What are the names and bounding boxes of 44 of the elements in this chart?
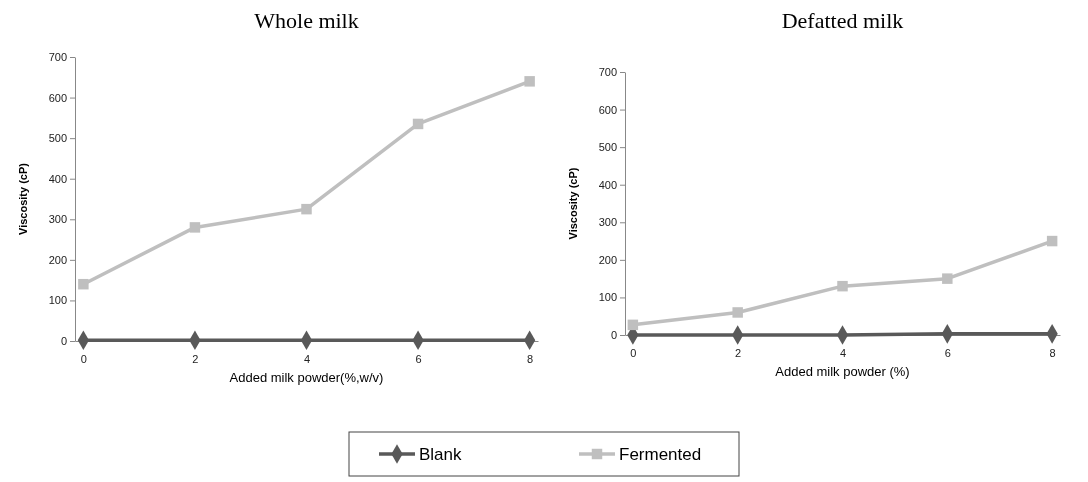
y-tick-label: 300 <box>598 216 617 229</box>
y-tick-label: 600 <box>598 103 617 116</box>
point <box>189 222 201 233</box>
y-tick-label: 600 <box>48 91 67 104</box>
y-tick-label: 100 <box>598 291 617 304</box>
y-tick-label: 500 <box>48 132 67 145</box>
y-tick-label: 400 <box>48 172 67 185</box>
x-tick-label: 8 <box>1049 346 1056 359</box>
point <box>78 278 89 290</box>
y-tick-label: 100 <box>48 294 67 307</box>
legend-label: Fermented <box>619 445 702 464</box>
point <box>412 118 424 130</box>
x-tick-label: 0 <box>630 346 637 359</box>
point <box>1046 235 1058 247</box>
chart-title: Defatted milk <box>781 8 904 33</box>
x-tick-label: 0 <box>80 352 87 365</box>
y-tick-label: 700 <box>598 66 617 79</box>
y-tick-label: 200 <box>48 253 67 266</box>
point <box>942 273 953 284</box>
y-tick-label: 700 <box>48 51 67 64</box>
x-tick-label: 4 <box>303 352 311 365</box>
y-tick-label: 300 <box>48 213 67 226</box>
y-axis-title: Viscosity (cP) <box>567 167 579 240</box>
point <box>627 319 639 331</box>
x-tick-label: 8 <box>527 352 534 365</box>
y-tick-label: 0 <box>610 329 617 342</box>
point <box>837 280 848 292</box>
x-tick-label: 6 <box>415 352 422 365</box>
x-tick-label: 4 <box>839 346 847 359</box>
x-tick-label: 2 <box>192 352 199 365</box>
point <box>301 203 312 215</box>
x-tick-label: 2 <box>735 346 742 359</box>
x-tick-label: 6 <box>944 346 951 359</box>
x-axis-title: Added milk powder(%,w/v) <box>229 370 384 385</box>
y-tick-label: 500 <box>598 141 617 154</box>
y-axis-title: Viscosity (cP) <box>17 162 29 235</box>
y-tick-label: 0 <box>60 335 67 348</box>
y-tick-label: 400 <box>598 178 617 191</box>
y-tick-label: 200 <box>598 253 617 266</box>
x-axis-title: Added milk powder (%) <box>775 364 910 379</box>
point <box>732 307 743 318</box>
point <box>524 76 535 87</box>
legend-label: Blank <box>419 445 463 464</box>
chart-title: Whole milk <box>254 8 359 33</box>
